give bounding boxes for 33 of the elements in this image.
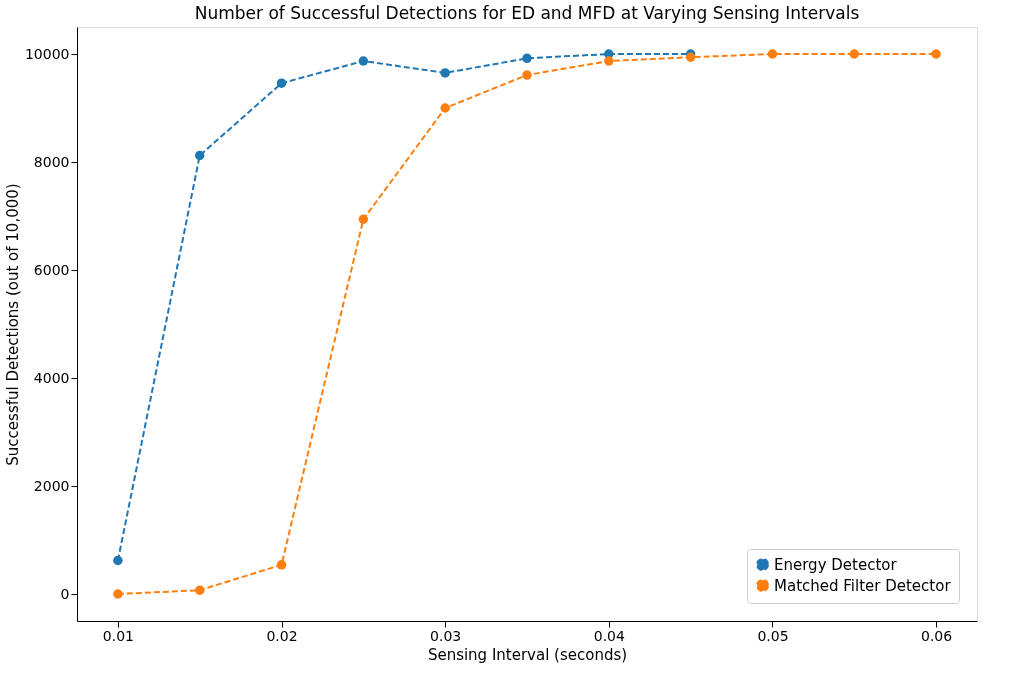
x-tick-label: 0.04	[593, 627, 625, 644]
point	[113, 589, 123, 599]
point	[767, 49, 778, 59]
point	[522, 70, 532, 80]
y-axis-title: Successful Detections (out of 10,000)	[3, 183, 22, 466]
point	[931, 49, 941, 59]
x-tick-label: 0.06	[921, 627, 953, 644]
y-tick-label: 6000	[33, 261, 70, 278]
point	[440, 103, 450, 113]
point	[276, 560, 287, 570]
y-tick-label: 10000	[24, 45, 70, 62]
y-tick-label: 0	[60, 585, 70, 602]
point	[276, 78, 287, 88]
point	[440, 68, 450, 78]
y-tick-label: 4000	[33, 369, 70, 386]
point	[522, 53, 532, 64]
y-tick-label: 8000	[33, 153, 70, 170]
point	[358, 214, 369, 224]
point	[849, 49, 860, 59]
legend-label: Energy Detector	[774, 555, 898, 574]
x-tick-label: 0.01	[102, 627, 134, 644]
legend-label: Matched Filter Detector	[774, 576, 952, 595]
point	[604, 56, 614, 66]
point	[194, 150, 205, 161]
x-tick-label: 0.03	[430, 627, 462, 644]
y-tick-label: 2000	[33, 477, 70, 494]
point	[358, 56, 369, 66]
x-tick-label: 0.05	[757, 627, 789, 644]
chart-title: Number of Successful Detections for ED and MFD at Varying Sensing Intervals	[194, 3, 860, 23]
point	[194, 585, 205, 595]
point	[113, 555, 123, 566]
x-axis-title: Sensing Interval (seconds)	[427, 645, 628, 664]
x-tick-label: 0.02	[266, 627, 298, 644]
